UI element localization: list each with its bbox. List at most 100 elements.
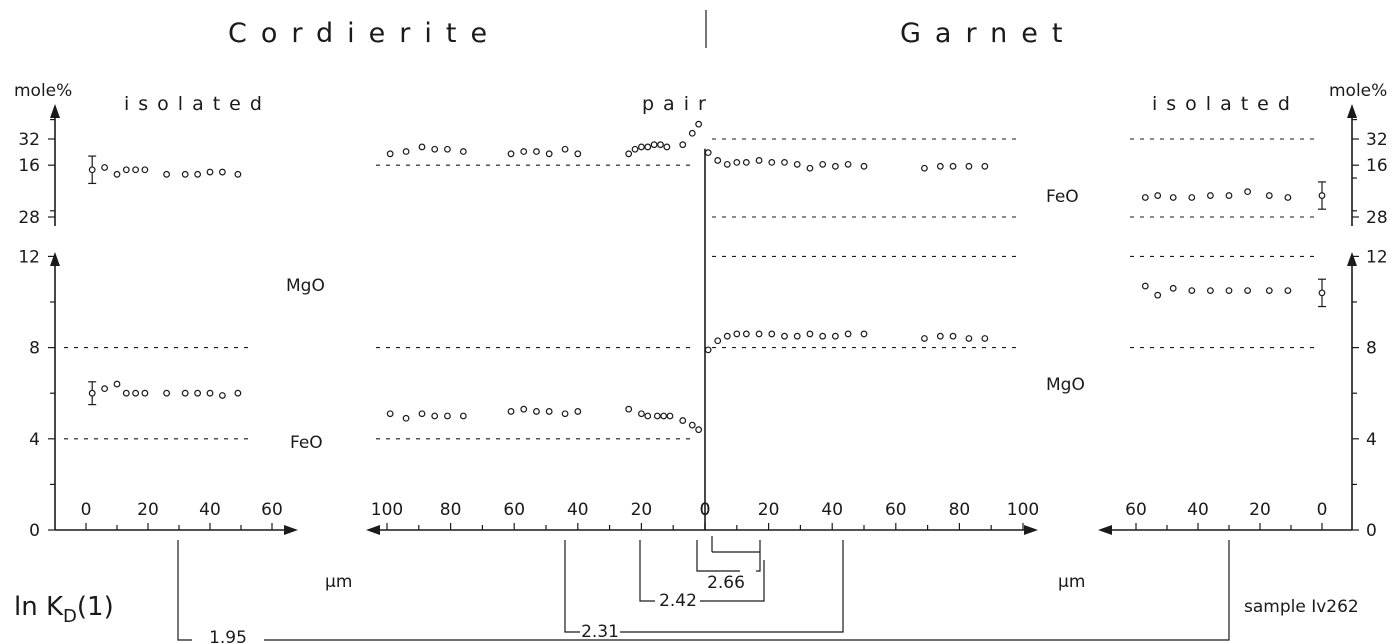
data-point-mgo xyxy=(860,330,868,338)
x-tick-label: 60 xyxy=(503,500,525,520)
data-point-feo xyxy=(1141,194,1149,201)
x-tick-label: 80 xyxy=(440,500,462,520)
kd-bracket-2.42 xyxy=(700,560,765,602)
left-y-tick-label: 8 xyxy=(29,339,40,359)
data-point-feo xyxy=(653,412,661,420)
data-point-feo xyxy=(714,157,722,164)
x-tick-label: 40 xyxy=(821,500,843,520)
data-point-mgo xyxy=(638,143,645,151)
data-point-mgo xyxy=(218,168,226,176)
data-point-mgo xyxy=(459,148,467,155)
data-point-mgo xyxy=(533,148,540,155)
data-point-mgo xyxy=(949,332,957,340)
panel-title-cordierite-isolated: isolated xyxy=(124,93,271,115)
data-point-feo xyxy=(723,160,731,168)
data-point-feo xyxy=(1225,192,1233,199)
y-unit-right: mole% xyxy=(1329,81,1387,101)
x-tick-label: 0 xyxy=(81,500,92,520)
x-tick-label: 20 xyxy=(758,500,780,520)
left-y-tick-label: 32 xyxy=(18,130,40,150)
title-cordierite: Cordierite xyxy=(228,18,501,49)
data-point-mgo xyxy=(936,332,944,340)
data-point-feo xyxy=(936,162,944,170)
x-unit-right: µm xyxy=(1058,572,1085,592)
x-tick-label: 60 xyxy=(261,500,283,520)
data-point-mgo xyxy=(1318,289,1326,297)
data-point-feo xyxy=(625,405,633,413)
data-point-feo xyxy=(113,380,121,388)
left-y-tick-label: 16 xyxy=(18,156,40,176)
label-crd-mgo: MgO xyxy=(286,276,325,296)
data-point-mgo xyxy=(101,164,108,171)
x-axis-crd-isolated-arrow xyxy=(284,525,298,535)
data-point-feo xyxy=(793,160,801,168)
data-point-feo xyxy=(1154,192,1162,199)
data-point-feo xyxy=(132,389,140,397)
data-point-mgo xyxy=(132,166,140,174)
data-point-feo xyxy=(1244,188,1251,196)
data-point-mgo xyxy=(831,332,839,340)
data-point-feo xyxy=(679,417,687,424)
data-point-feo xyxy=(644,412,652,420)
data-point-feo xyxy=(533,408,540,415)
x-tick-label: 20 xyxy=(631,500,653,520)
left-y-tick-label: 0 xyxy=(29,521,40,541)
data-point-feo xyxy=(402,414,410,422)
data-point-feo xyxy=(755,157,763,164)
data-point-mgo xyxy=(644,143,652,151)
sample-label: sample Iv262 xyxy=(1244,597,1359,617)
data-point-mgo xyxy=(806,330,814,338)
x-tick-label: 20 xyxy=(137,500,159,520)
data-point-mgo xyxy=(793,332,801,340)
data-point-feo xyxy=(819,160,827,168)
data-point-mgo xyxy=(650,141,658,149)
data-point-mgo xyxy=(981,335,989,342)
data-point-feo xyxy=(459,412,467,420)
data-point-mgo xyxy=(742,330,750,338)
data-point-mgo xyxy=(768,330,776,338)
x-tick-label: 100 xyxy=(1007,500,1039,520)
data-point-mgo xyxy=(1244,287,1251,295)
kd-bracket-1.95 xyxy=(177,540,192,641)
data-point-feo xyxy=(806,164,814,172)
right-y-tick-label: 4 xyxy=(1366,430,1377,450)
data-point-feo xyxy=(981,162,989,170)
data-point-feo xyxy=(386,410,394,418)
left-y-axis-upper-arrow xyxy=(50,104,60,118)
data-point-feo xyxy=(860,162,868,170)
x-tick-label: 60 xyxy=(885,500,907,520)
kd-bracket-2.31 xyxy=(564,540,580,633)
data-point-feo xyxy=(704,149,712,157)
data-point-feo xyxy=(638,410,645,418)
data-point-feo xyxy=(206,389,214,397)
panel-title-pair: pair xyxy=(642,93,715,115)
data-point-mgo xyxy=(921,335,928,342)
data-point-mgo xyxy=(755,330,763,338)
data-point-feo xyxy=(234,389,242,397)
x-tick-label: 40 xyxy=(199,500,221,520)
data-point-mgo xyxy=(844,330,852,338)
data-points-group xyxy=(88,120,1326,434)
data-point-feo xyxy=(1265,192,1273,199)
data-point-mgo xyxy=(679,141,687,149)
data-point-feo xyxy=(194,389,202,397)
data-point-feo xyxy=(122,389,130,397)
data-point-mgo xyxy=(714,337,722,345)
data-point-feo xyxy=(921,164,928,172)
data-point-mgo xyxy=(1265,287,1273,295)
x-tick-label: 80 xyxy=(949,500,971,520)
data-point-mgo xyxy=(163,170,171,178)
right-y-tick-label: 12 xyxy=(1366,247,1388,267)
x-axis-grt-isolated-arrow xyxy=(1098,525,1112,535)
data-point-feo xyxy=(163,389,171,397)
data-point-mgo xyxy=(1141,282,1149,290)
kd-value-2.66: 2.66 xyxy=(707,573,745,593)
right-y-axis-lower-arrow xyxy=(1347,252,1357,266)
data-point-mgo xyxy=(431,145,439,153)
axes-group xyxy=(48,104,1359,535)
data-point-feo xyxy=(768,158,776,166)
reference-lines-group xyxy=(64,138,1320,440)
kd-value-1.95: 1.95 xyxy=(209,628,247,644)
kd-bracket-2.42 xyxy=(639,540,655,602)
